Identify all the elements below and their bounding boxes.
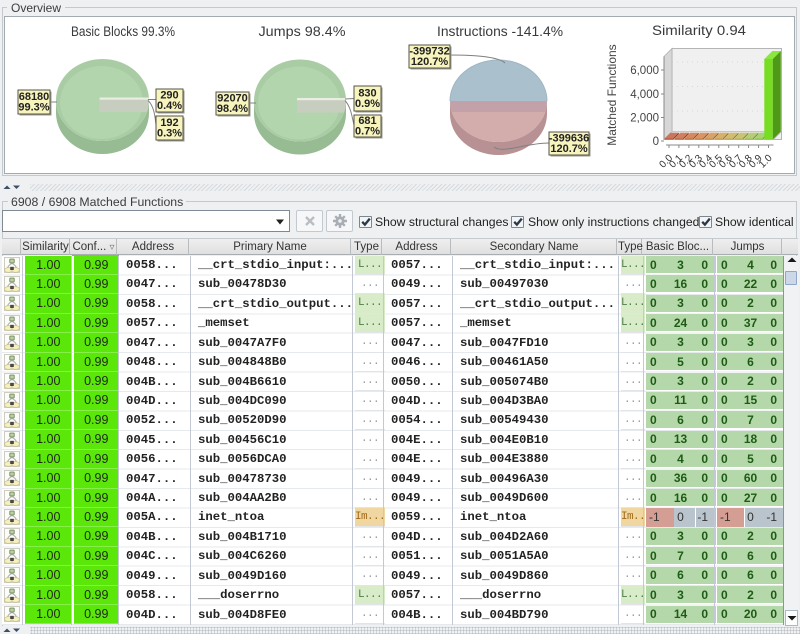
svg-text:Similarity 0.94: Similarity 0.94 [652,23,747,38]
svg-text:98.4%: 98.4% [217,103,248,115]
svg-text:6,000: 6,000 [630,65,659,77]
svg-text:99.3%: 99.3% [18,102,49,114]
svg-text:0.3%: 0.3% [157,128,182,140]
svg-text:68180: 68180 [19,91,50,103]
svg-text:0: 0 [653,136,659,148]
svg-text:192: 192 [160,117,178,129]
svg-text:4,000: 4,000 [630,89,659,101]
svg-text:0.9%: 0.9% [355,98,380,110]
svg-text:-399732: -399732 [409,46,449,58]
svg-text:290: 290 [160,90,178,102]
svg-text:Basic Blocks 99.3%: Basic Blocks 99.3% [71,24,175,39]
svg-text:1.0: 1.0 [757,153,775,171]
svg-text:120.7%: 120.7% [411,56,449,68]
svg-text:Instructions -141.4%: Instructions -141.4% [437,24,563,39]
svg-text:Jumps 98.4%: Jumps 98.4% [259,24,346,39]
svg-text:681: 681 [358,115,376,127]
svg-text:-399636: -399636 [549,133,589,145]
svg-text:0.4%: 0.4% [157,100,182,112]
svg-text:Matched Functions: Matched Functions [605,44,619,145]
svg-text:0.7%: 0.7% [355,126,380,138]
svg-text:2,000: 2,000 [630,113,659,125]
svg-text:120.7%: 120.7% [550,143,588,155]
svg-text:830: 830 [358,88,376,100]
svg-text:92070: 92070 [217,93,248,105]
